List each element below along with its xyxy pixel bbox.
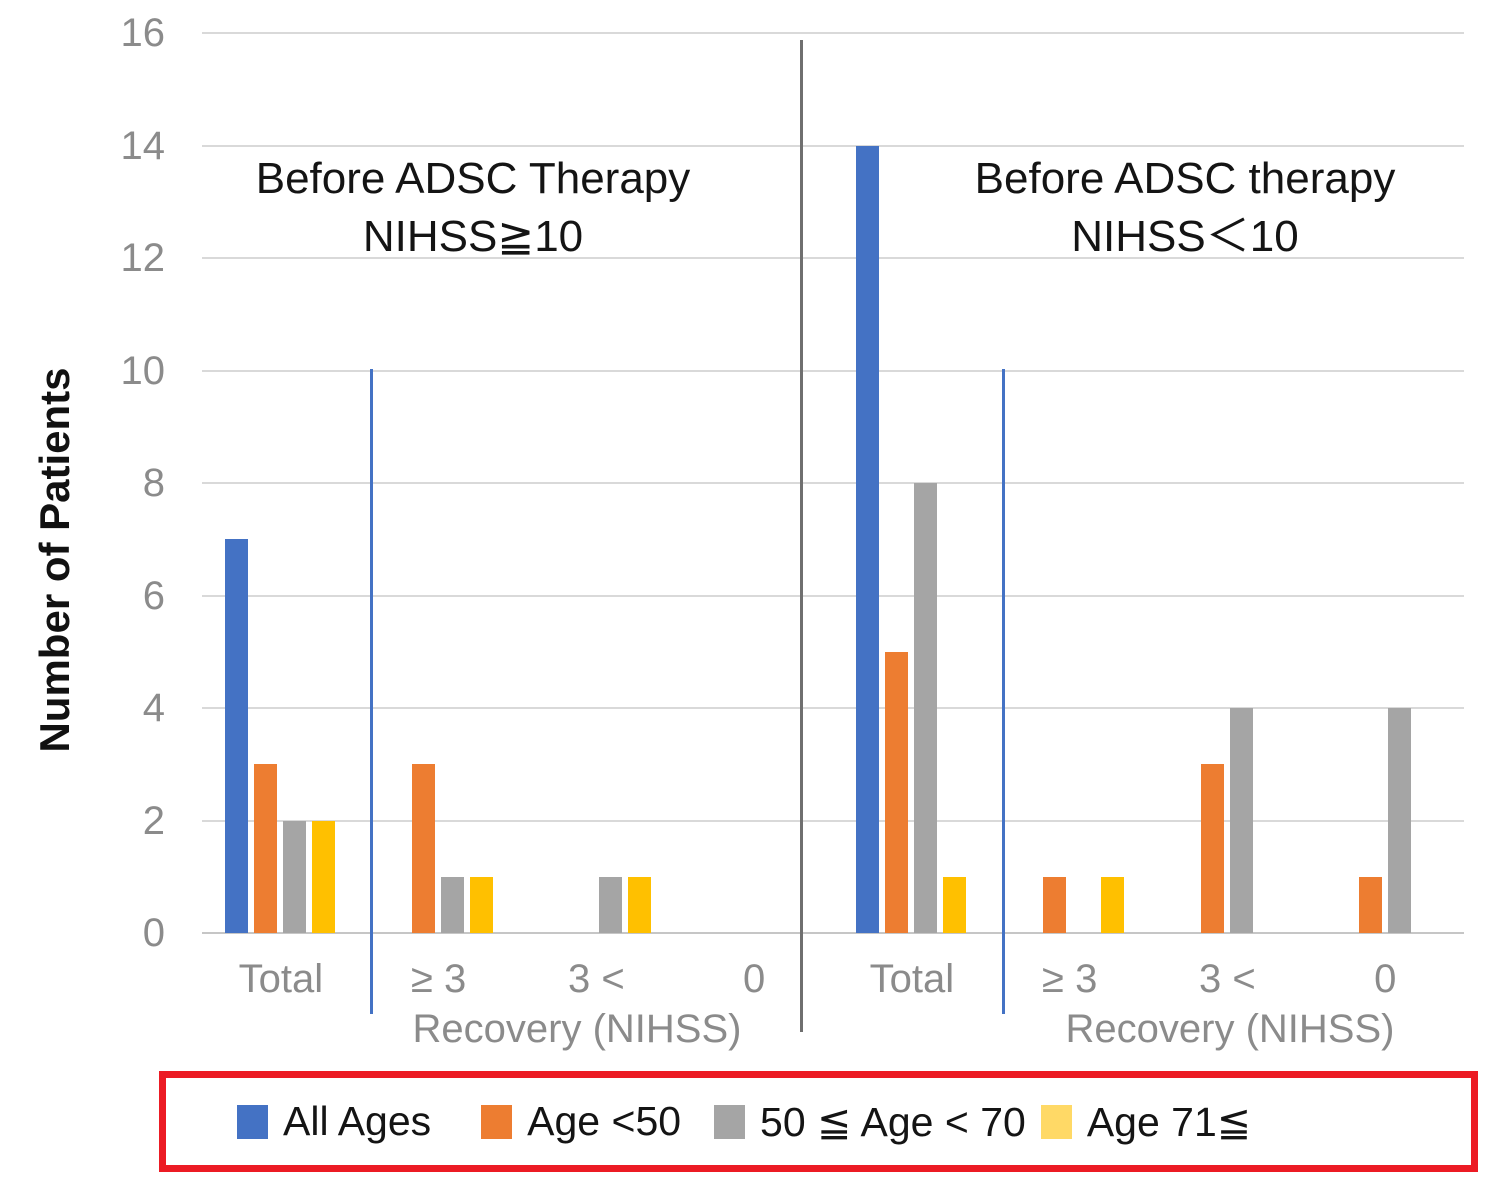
legend-swatch-2	[714, 1104, 746, 1139]
x-category-label: ≥ 3	[410, 957, 467, 1001]
bar-series1-cat0	[254, 764, 278, 934]
bar-series3-cat2	[627, 876, 651, 934]
y-tick-label: 2	[142, 798, 165, 843]
legend-swatch-1	[481, 1104, 513, 1139]
y-tick-label: 4	[142, 686, 165, 730]
x-category-label: 0	[1374, 957, 1397, 1001]
bar-series2-cat7	[1387, 708, 1411, 933]
bar-series1-cat1	[412, 764, 436, 934]
left-panel-title-line2: NIHSS≧10	[362, 212, 584, 261]
y-tick-label: 6	[142, 573, 165, 618]
x-category-label: ≥ 3	[1042, 957, 1098, 1001]
legend-box: All Ages Age <50 50 ≦ Age < 70 Age 71≦	[159, 1071, 1478, 1172]
bar-series2-cat0	[283, 820, 307, 933]
gridline-12	[202, 257, 1464, 259]
bar-series3-cat4	[943, 876, 967, 934]
y-tick-label: 0	[142, 911, 165, 955]
left-panel-title: Before ADSC Therapy NIHSS≧10	[163, 150, 783, 266]
legend-swatch-3	[1040, 1104, 1072, 1139]
x-category-label: Total	[869, 957, 955, 1001]
x-category-label: Total	[238, 957, 324, 1001]
gridline-8	[202, 482, 1464, 484]
bar-series3-cat5	[1101, 876, 1125, 934]
x-group-label-left: Recovery (NIHSS)	[412, 1007, 742, 1051]
legend-label: Age <50	[527, 1098, 682, 1144]
gridline-4	[202, 707, 1464, 709]
bar-series2-cat6	[1229, 708, 1253, 933]
legend-item: Age <50	[481, 1098, 681, 1145]
gridline-0	[202, 932, 1464, 934]
gridline-6	[202, 594, 1464, 597]
legend-swatch-0	[237, 1104, 268, 1139]
gridline-16	[202, 32, 1464, 34]
x-group-label-right: Recovery (NIHSS)	[1065, 1007, 1395, 1051]
bar-series2-cat4	[914, 483, 938, 933]
bar-series3-cat1	[470, 876, 494, 934]
y-tick-label: 16	[120, 11, 166, 55]
x-category-label: 3 <	[1199, 957, 1256, 1001]
separator-line-right	[1002, 369, 1005, 1014]
right-panel-title-line1: Before ADSC therapy	[974, 154, 1396, 203]
gridline-14	[202, 144, 1464, 147]
bar-series1-cat6	[1200, 764, 1224, 934]
right-panel-title-line2: NIHSS＜10	[1071, 212, 1299, 261]
legend-label: 50 ≦ Age < 70	[760, 1098, 1026, 1145]
bar-series1-cat7	[1358, 876, 1382, 934]
legend-item: Age 71≦	[1040, 1098, 1252, 1146]
bar-series2-cat1	[441, 876, 465, 934]
gridline-10	[202, 369, 1464, 372]
x-category-label: 0	[742, 957, 766, 1001]
y-tick-label: 8	[142, 461, 165, 505]
y-tick-label: 10	[120, 348, 166, 393]
bar-series3-cat0	[312, 820, 336, 933]
legend-item: 50 ≦ Age < 70	[714, 1098, 1026, 1146]
bar-series2-cat2	[598, 876, 622, 934]
legend-label: All Ages	[283, 1098, 432, 1144]
legend-item: All Ages	[237, 1098, 431, 1145]
separator-line-left	[370, 369, 373, 1014]
bar-series1-cat4	[885, 651, 909, 934]
legend-label: Age 71≦	[1086, 1098, 1252, 1145]
bar-series0-cat0	[225, 539, 249, 934]
gridline-2	[202, 819, 1464, 822]
y-tick-label: 14	[120, 123, 166, 168]
y-axis-title: Number of Patients	[31, 367, 78, 753]
bar-series1-cat5	[1043, 876, 1067, 934]
bar-series0-cat4	[856, 145, 880, 933]
y-tick-label: 12	[120, 236, 166, 280]
right-panel-title: Before ADSC therapy NIHSS＜10	[875, 150, 1495, 266]
panel-divider-line	[800, 40, 803, 1032]
left-panel-title-line1: Before ADSC Therapy	[255, 154, 691, 203]
x-category-label: 3 <	[568, 957, 625, 1001]
